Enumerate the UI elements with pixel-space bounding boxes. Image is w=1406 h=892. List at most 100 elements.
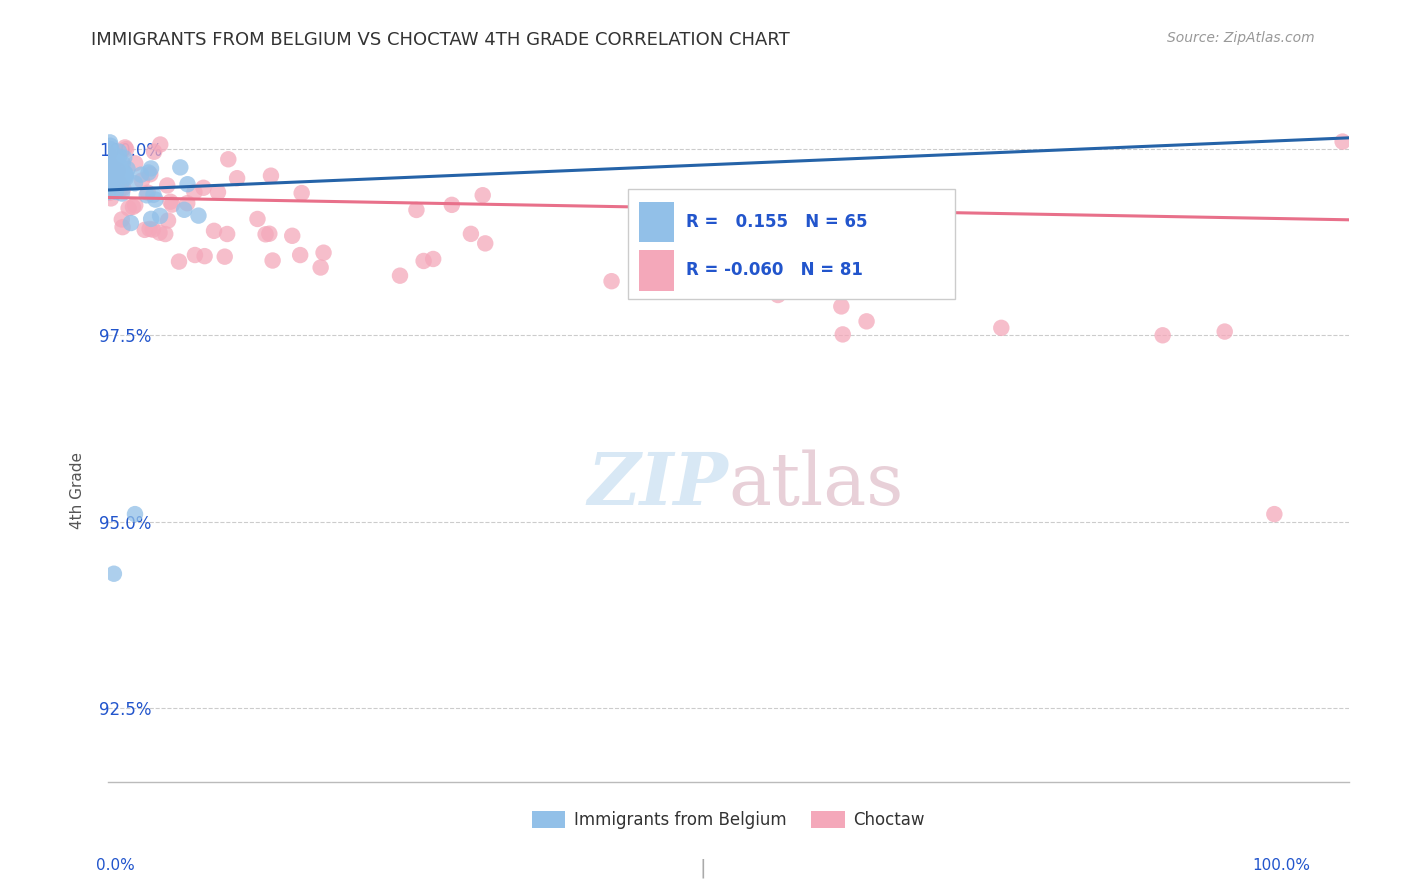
Point (103, 175, 125, 189)
Text: ZIP: ZIP (588, 449, 728, 520)
Point (98, 152, 121, 166)
Point (124, 507, 146, 521)
Point (139, 167, 162, 181)
Point (101, 159, 124, 173)
Point (97, 159, 120, 173)
Point (105, 176, 128, 190)
Point (422, 252, 444, 266)
Point (100, 191, 122, 205)
Point (281, 228, 304, 243)
Point (101, 183, 124, 197)
Point (108, 182, 131, 196)
Point (1213, 325, 1236, 339)
Point (460, 227, 482, 241)
Point (114, 140, 136, 154)
Point (865, 263, 887, 277)
Point (114, 167, 136, 181)
Text: 100.0%: 100.0% (1253, 858, 1310, 873)
Text: 4th Grade: 4th Grade (70, 452, 84, 529)
Point (97, 144, 120, 158)
Point (104, 172, 127, 186)
Point (288, 248, 311, 262)
Point (990, 321, 1012, 335)
Point (440, 198, 463, 212)
Point (259, 227, 281, 241)
Point (138, 222, 160, 236)
Point (830, 300, 852, 314)
Point (98, 147, 121, 161)
Point (149, 137, 172, 152)
Point (105, 162, 128, 177)
Point (98, 136, 121, 150)
Text: 0.0%: 0.0% (96, 858, 135, 873)
Point (100, 157, 122, 171)
Point (101, 159, 124, 173)
Point (97, 169, 120, 184)
Point (107, 177, 129, 191)
Point (766, 288, 789, 302)
Point (1331, 135, 1354, 149)
Point (214, 250, 236, 264)
Point (143, 145, 166, 159)
Point (207, 185, 229, 199)
Point (103, 566, 125, 581)
Point (193, 181, 215, 195)
Text: |: | (700, 858, 706, 878)
Point (145, 193, 167, 207)
Point (97, 161, 120, 176)
Point (104, 185, 127, 199)
Point (194, 249, 217, 263)
Point (112, 151, 135, 165)
Point (173, 202, 195, 217)
Point (731, 219, 754, 234)
Point (108, 176, 131, 190)
Point (98, 142, 121, 156)
Point (105, 151, 128, 165)
Point (98, 147, 121, 161)
Text: IMMIGRANTS FROM BELGIUM VS CHOCTAW 4TH GRADE CORRELATION CHART: IMMIGRANTS FROM BELGIUM VS CHOCTAW 4TH G… (91, 31, 790, 49)
Point (141, 211, 163, 226)
Point (97, 185, 120, 199)
Point (100, 145, 122, 159)
Point (98, 166, 121, 180)
Point (129, 168, 152, 182)
Point (142, 222, 165, 236)
Point (136, 186, 159, 200)
Point (100, 162, 122, 177)
Point (148, 226, 170, 240)
Point (98, 161, 121, 176)
Point (260, 169, 283, 183)
Point (112, 165, 135, 179)
Point (412, 254, 434, 268)
Point (105, 167, 128, 181)
Point (104, 169, 127, 183)
Point (138, 165, 160, 179)
Point (108, 145, 131, 159)
Point (831, 327, 853, 342)
Point (124, 156, 146, 170)
Point (184, 248, 207, 262)
Point (156, 178, 179, 193)
Point (97, 164, 120, 178)
Point (262, 253, 284, 268)
Point (97, 179, 120, 194)
Point (176, 196, 198, 211)
Point (100, 153, 122, 168)
Point (98, 145, 121, 160)
Point (139, 161, 162, 176)
Point (115, 142, 138, 156)
Point (246, 211, 269, 226)
Point (169, 161, 191, 175)
Point (1152, 328, 1174, 343)
Point (312, 245, 335, 260)
Point (111, 212, 134, 227)
Point (114, 169, 136, 183)
Point (187, 209, 209, 223)
Point (107, 163, 129, 178)
Point (124, 198, 146, 212)
Point (111, 186, 134, 201)
Point (117, 201, 139, 215)
Point (124, 176, 146, 190)
Text: R = -0.060   N = 81: R = -0.060 N = 81 (686, 261, 862, 279)
Point (112, 181, 135, 195)
